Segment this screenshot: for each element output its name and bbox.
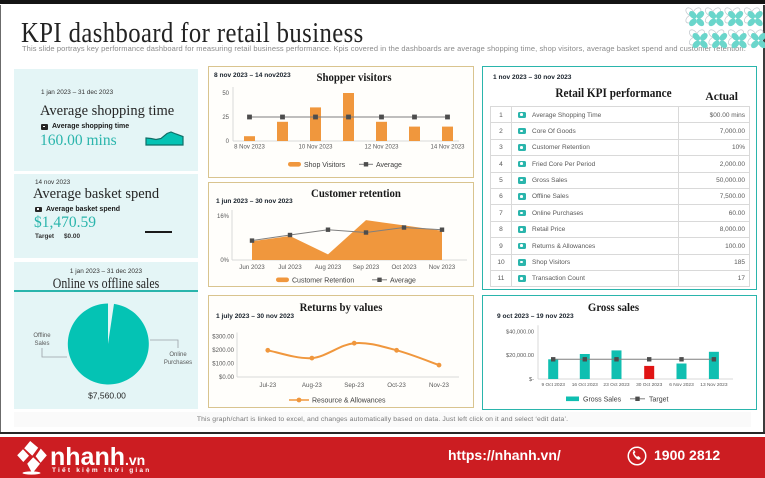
- svg-text:Resource & Allowances: Resource & Allowances: [312, 398, 386, 405]
- svg-text:16 Oct 2023: 16 Oct 2023: [572, 382, 598, 388]
- svg-text:$40,000.00: $40,000.00: [506, 329, 534, 335]
- svg-text:$0.00: $0.00: [219, 375, 235, 381]
- svg-text:Customer Retention: Customer Retention: [292, 277, 354, 284]
- svg-text:25: 25: [222, 115, 229, 121]
- svg-text:$200.00: $200.00: [212, 348, 234, 354]
- svg-text:Average: Average: [390, 277, 416, 284]
- svg-text:9 Oct 2023: 9 Oct 2023: [541, 382, 565, 388]
- svg-text:Gross Sales: Gross Sales: [583, 396, 622, 403]
- svg-text:$-: $-: [529, 377, 534, 383]
- svg-text:Oct-23: Oct-23: [387, 382, 406, 389]
- svg-text:6 Nov 2023: 6 Nov 2023: [669, 382, 694, 388]
- svg-text:Nov 2023: Nov 2023: [429, 264, 456, 271]
- svg-text:Offline: Offline: [33, 333, 51, 339]
- svg-text:Sep-23: Sep-23: [344, 382, 365, 389]
- svg-text:50: 50: [222, 91, 229, 97]
- svg-text:Online: Online: [169, 352, 187, 358]
- svg-text:Nov-23: Nov-23: [429, 382, 450, 389]
- svg-text:Target: Target: [649, 396, 669, 403]
- svg-text:Sales: Sales: [34, 341, 49, 347]
- svg-text:Oct 2023: Oct 2023: [391, 264, 417, 271]
- svg-text:0%: 0%: [220, 258, 229, 264]
- svg-text:Aug-23: Aug-23: [302, 382, 323, 389]
- svg-text:$20,000.00: $20,000.00: [506, 353, 534, 359]
- svg-text:$7,560.00: $7,560.00: [88, 391, 126, 401]
- svg-text:Sep 2023: Sep 2023: [353, 264, 380, 271]
- svg-text:Aug 2023: Aug 2023: [315, 264, 342, 271]
- svg-text:12 Nov 2023: 12 Nov 2023: [364, 145, 399, 151]
- svg-text:$100.00: $100.00: [212, 362, 234, 368]
- svg-text:Average: Average: [376, 162, 402, 169]
- svg-text:Purchases: Purchases: [164, 360, 192, 366]
- svg-text:Jul 2023: Jul 2023: [278, 264, 302, 271]
- svg-text:10 Nov 2023: 10 Nov 2023: [298, 145, 333, 151]
- svg-text:$300.00: $300.00: [212, 335, 234, 341]
- svg-text:Jun 2023: Jun 2023: [239, 264, 265, 271]
- svg-text:Jul-23: Jul-23: [259, 382, 276, 389]
- svg-text:30 Oct 2023: 30 Oct 2023: [636, 382, 662, 388]
- svg-text:23 Oct 2023: 23 Oct 2023: [603, 382, 629, 388]
- svg-text:14 Nov 2023: 14 Nov 2023: [430, 145, 465, 151]
- svg-text:8 Nov 2023: 8 Nov 2023: [234, 145, 265, 151]
- svg-text:Shop Visitors: Shop Visitors: [304, 162, 346, 169]
- svg-text:13 Nov 2023: 13 Nov 2023: [700, 382, 728, 388]
- svg-text:16%: 16%: [217, 214, 230, 220]
- svg-text:0: 0: [226, 139, 230, 145]
